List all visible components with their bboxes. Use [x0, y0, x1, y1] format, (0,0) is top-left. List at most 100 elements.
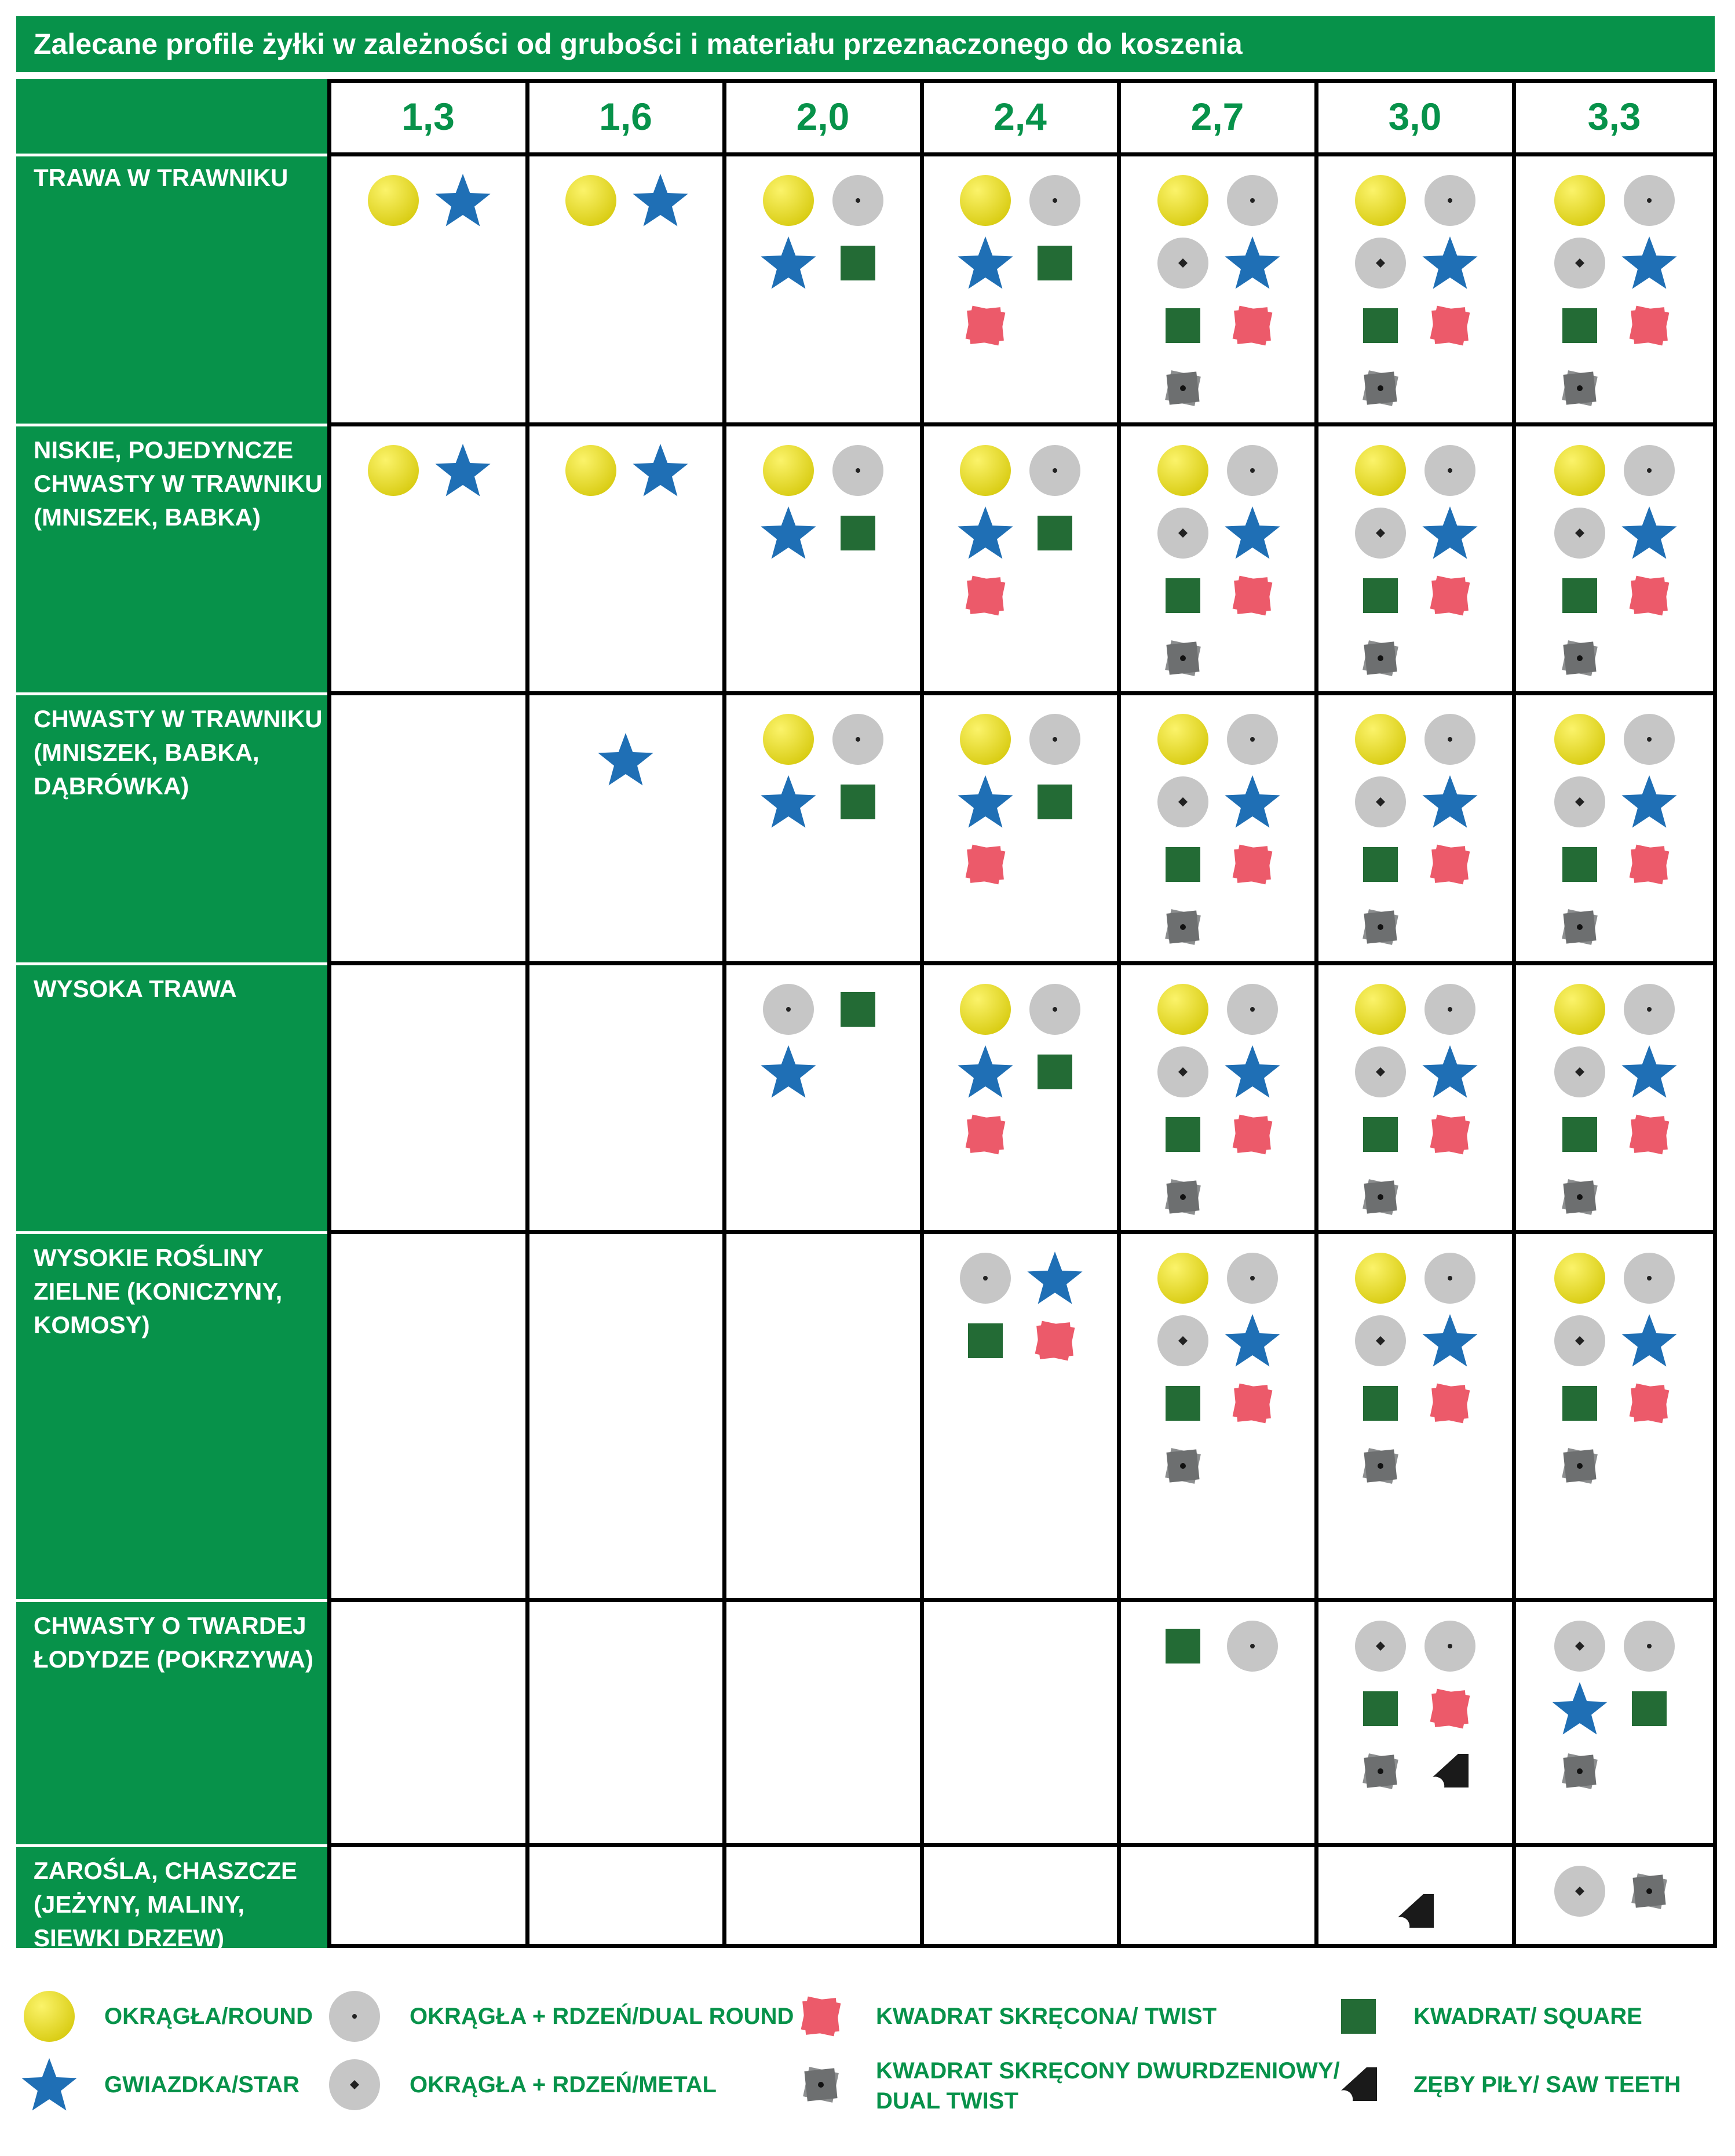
grid-line	[327, 1843, 1715, 1847]
square-icon	[1620, 1680, 1678, 1741]
star-icon	[631, 172, 689, 232]
metal-icon	[1551, 1617, 1609, 1678]
saw-teeth-icon	[1386, 1883, 1444, 1943]
square-icon	[1352, 1374, 1409, 1435]
dual-twist-icon	[1551, 359, 1609, 420]
square-icon	[1551, 297, 1609, 357]
dual-round-icon	[1421, 442, 1479, 502]
row-label: NISKIE, POJEDYNCZE CHWASTY W TRAWNIKU (M…	[16, 426, 329, 693]
dual-round-icon	[1421, 1617, 1479, 1678]
grid-line	[327, 79, 1715, 83]
star-icon	[1223, 1312, 1281, 1373]
metal-icon	[1551, 773, 1609, 834]
round-icon	[956, 710, 1014, 771]
legend-label: OKRĄGŁA + RDZEŃ/DUAL ROUND	[410, 2004, 794, 2029]
round-icon	[759, 442, 817, 502]
dual-round-icon	[1620, 172, 1678, 232]
dual-twist-icon	[1352, 1168, 1409, 1229]
star-icon	[956, 1043, 1014, 1104]
dual-round-icon	[956, 1249, 1014, 1310]
dual-twist-icon	[1620, 1862, 1678, 1923]
dual-round-icon	[1026, 172, 1084, 232]
metal-icon	[1154, 234, 1212, 295]
dual-twist-icon	[792, 2056, 850, 2117]
square-icon	[1154, 1106, 1212, 1166]
twist-icon	[1026, 1312, 1084, 1373]
square-icon	[829, 504, 887, 565]
legend-label: GWIAZDKA/STAR	[104, 2072, 299, 2097]
square-icon	[829, 234, 887, 295]
metal-icon	[1352, 773, 1409, 834]
header-corner	[16, 79, 329, 154]
dual-twist-icon	[1154, 898, 1212, 959]
square-icon	[1154, 1374, 1212, 1435]
dual-twist-icon	[1352, 1742, 1409, 1803]
grid-line	[1713, 79, 1717, 1948]
dual-twist-icon	[1352, 629, 1409, 690]
round-icon	[562, 442, 620, 502]
row-separator	[16, 692, 329, 695]
dual-twist-icon	[1154, 1437, 1212, 1498]
round-icon	[1154, 172, 1212, 232]
square-icon	[1551, 1374, 1609, 1435]
star-icon	[1620, 504, 1678, 565]
twist-icon	[1421, 1374, 1479, 1435]
grid-line	[722, 79, 726, 1948]
row-separator	[16, 154, 329, 156]
twist-icon	[1421, 836, 1479, 896]
square-icon	[1352, 567, 1409, 628]
twist-icon	[1223, 297, 1281, 357]
profile-table: TRAWA W TRAWNIKU NISKIE, POJEDYNCZE CHWAS…	[16, 79, 1717, 1951]
grid-line	[327, 1598, 1715, 1602]
dual-round-icon	[1223, 172, 1281, 232]
column-header: 3,3	[1587, 95, 1641, 138]
star-icon	[1620, 1043, 1678, 1104]
round-icon	[1154, 710, 1212, 771]
star-icon	[956, 773, 1014, 834]
legend-label: ZĘBY PIŁY/ SAW TEETH	[1413, 2072, 1681, 2097]
star-icon	[1421, 504, 1479, 565]
column-header: 1,6	[599, 95, 652, 138]
dual-twist-icon	[1551, 898, 1609, 959]
star-icon	[759, 773, 817, 834]
twist-icon	[956, 836, 1014, 896]
round-icon	[20, 1987, 78, 2048]
star-icon	[1620, 773, 1678, 834]
column-header: 2,0	[796, 95, 850, 138]
twist-icon	[1421, 297, 1479, 357]
dual-twist-icon	[1551, 1168, 1609, 1229]
dual-twist-icon	[1154, 629, 1212, 690]
round-icon	[759, 172, 817, 232]
star-icon	[1421, 234, 1479, 295]
column-header: 3,0	[1388, 95, 1442, 138]
metal-icon	[1551, 1312, 1609, 1373]
metal-icon	[326, 2056, 383, 2117]
legend-label: KWADRAT SKRĘCONA/ TWIST	[876, 2004, 1217, 2029]
star-icon	[1026, 1249, 1084, 1310]
square-icon	[1352, 297, 1409, 357]
metal-icon	[1352, 1312, 1409, 1373]
row-separator	[16, 424, 329, 426]
round-icon	[1352, 710, 1409, 771]
round-icon	[1551, 172, 1609, 232]
metal-icon	[1352, 1043, 1409, 1104]
round-icon	[1551, 1249, 1609, 1310]
star-icon	[434, 172, 492, 232]
round-icon	[1154, 1249, 1212, 1310]
row-label: CHWASTY W TRAWNIKU (MNISZEK, BABKA, DĄBR…	[16, 695, 329, 963]
star-icon	[20, 2056, 78, 2117]
metal-icon	[1154, 1043, 1212, 1104]
star-icon	[956, 504, 1014, 565]
dual-round-icon	[1223, 710, 1281, 771]
twist-icon	[956, 1106, 1014, 1166]
row-label: WYSOKIE ROŚLINY ZIELNE (KONICZYNY, KOMOS…	[16, 1234, 329, 1600]
dual-round-icon	[1620, 1249, 1678, 1310]
star-icon	[1620, 234, 1678, 295]
metal-icon	[1352, 1617, 1409, 1678]
grid-line	[1512, 79, 1516, 1948]
round-icon	[759, 710, 817, 771]
column-header: 1,3	[401, 95, 455, 138]
dual-round-icon	[1223, 442, 1281, 502]
dual-round-icon	[1026, 980, 1084, 1041]
grid-line	[327, 79, 331, 1948]
